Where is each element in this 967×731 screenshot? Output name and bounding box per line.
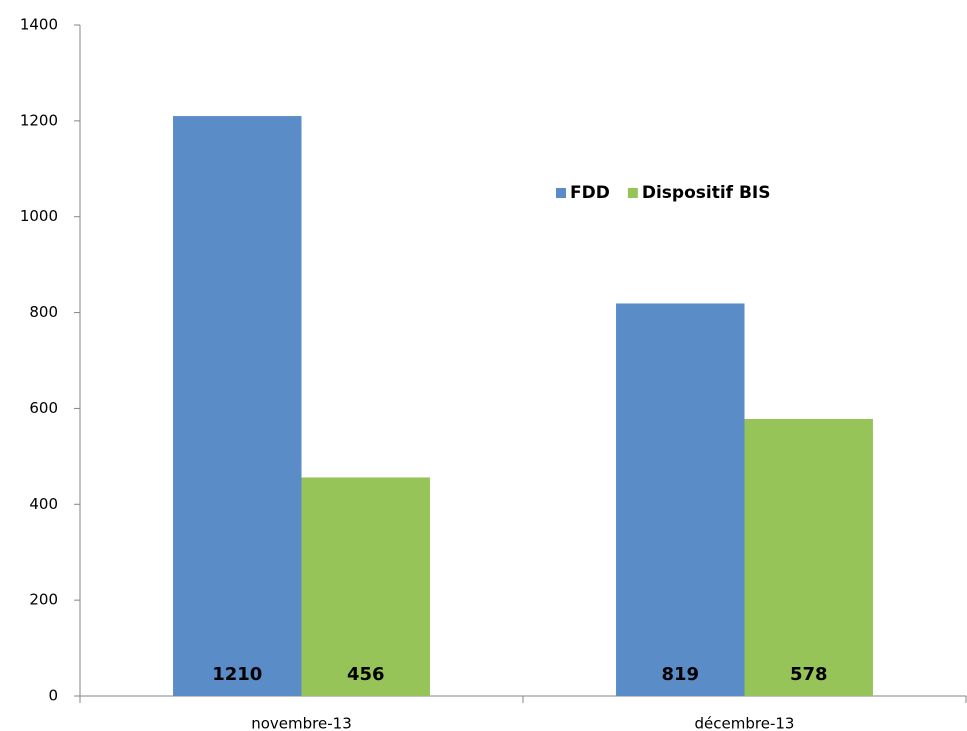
legend-label: FDD bbox=[570, 183, 610, 203]
bar bbox=[173, 116, 302, 697]
data-label: 578 bbox=[790, 664, 828, 685]
bar bbox=[744, 418, 873, 696]
y-tick-label: 200 bbox=[29, 591, 58, 609]
legend-swatch bbox=[556, 188, 566, 198]
bar bbox=[301, 477, 430, 696]
legend-swatch bbox=[627, 188, 638, 198]
bar bbox=[616, 303, 745, 696]
y-tick-label: 600 bbox=[29, 399, 58, 417]
y-tick-label: 1000 bbox=[20, 207, 58, 225]
y-tick-label: 800 bbox=[29, 303, 58, 321]
x-tick-label: décembre-13 bbox=[695, 715, 795, 731]
y-tick-label: 0 bbox=[48, 687, 58, 705]
data-label: 819 bbox=[661, 664, 699, 685]
x-tick-label: novembre-13 bbox=[251, 715, 352, 731]
data-label: 1210 bbox=[212, 664, 262, 685]
y-tick-label: 400 bbox=[29, 495, 58, 513]
y-tick-label: 1200 bbox=[20, 111, 58, 129]
legend-label: Dispositif BIS bbox=[642, 183, 771, 203]
data-label: 456 bbox=[347, 664, 385, 685]
y-tick-label: 1400 bbox=[20, 16, 58, 34]
